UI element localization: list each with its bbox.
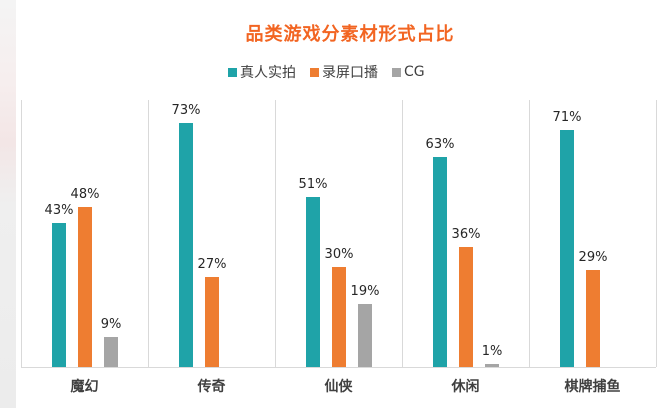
bar-group: 51% 30% 19%: [275, 100, 402, 367]
category-label: 传奇: [197, 379, 226, 395]
data-label: 1%: [481, 344, 503, 359]
data-label: 63%: [425, 137, 455, 152]
category-separator: [529, 100, 530, 367]
data-label: 51%: [298, 177, 328, 192]
legend-item-real-footage: 真人实拍: [228, 62, 296, 82]
bar-group: 71% 29%: [529, 100, 656, 367]
legend-label: 录屏口播: [322, 65, 378, 81]
category-separator: [656, 100, 657, 367]
category-label: 仙侠: [324, 379, 353, 395]
category-label: 魔幻: [70, 379, 99, 395]
bar: [179, 123, 193, 367]
data-label: 71%: [552, 110, 582, 125]
bar: [358, 304, 372, 367]
data-label: 19%: [350, 284, 380, 299]
category-separator: [402, 100, 403, 367]
bar: [52, 223, 66, 367]
bar: [78, 207, 92, 367]
legend-label: 真人实拍: [240, 65, 296, 81]
bar: [560, 130, 574, 367]
plot-area: 43% 48% 9% 73% 27% 51% 30% 19% 63% 36% 1% 71% 29%: [21, 100, 657, 368]
category-label: 休闲: [451, 379, 480, 395]
category-separator: [21, 100, 22, 367]
bar: [459, 247, 473, 367]
bar: [485, 364, 499, 367]
data-label: 43%: [44, 203, 74, 218]
category-separator: [148, 100, 149, 367]
legend-swatch-icon: [228, 67, 237, 77]
data-label: 29%: [578, 250, 608, 265]
bar: [205, 277, 219, 367]
x-axis-baseline: [21, 367, 656, 368]
bar: [306, 197, 320, 367]
left-background-decoration: [0, 0, 16, 408]
bar-group: 43% 48% 9%: [21, 100, 148, 367]
data-label: 73%: [171, 103, 201, 118]
data-label: 36%: [451, 227, 481, 242]
bar: [586, 270, 600, 367]
bar: [332, 267, 346, 367]
data-label: 48%: [70, 187, 100, 202]
legend: 真人实拍 录屏口播 CG: [228, 62, 439, 82]
category-label: 棋牌捕鱼: [564, 379, 621, 395]
legend-swatch-icon: [310, 67, 319, 77]
category-separator: [275, 100, 276, 367]
legend-swatch-icon: [392, 67, 401, 77]
bar-group: 73% 27%: [148, 100, 275, 367]
data-label: 9%: [100, 317, 122, 332]
bar: [433, 157, 447, 367]
data-label: 30%: [324, 247, 354, 262]
bar-group: 63% 36% 1%: [402, 100, 529, 367]
bar: [104, 337, 118, 367]
legend-item-cg: CG: [392, 64, 425, 80]
chart-title: 品类游戏分素材形式占比: [245, 24, 455, 45]
legend-item-screen-recording: 录屏口播: [310, 62, 378, 82]
data-label: 27%: [197, 257, 227, 272]
legend-label: CG: [404, 64, 425, 80]
